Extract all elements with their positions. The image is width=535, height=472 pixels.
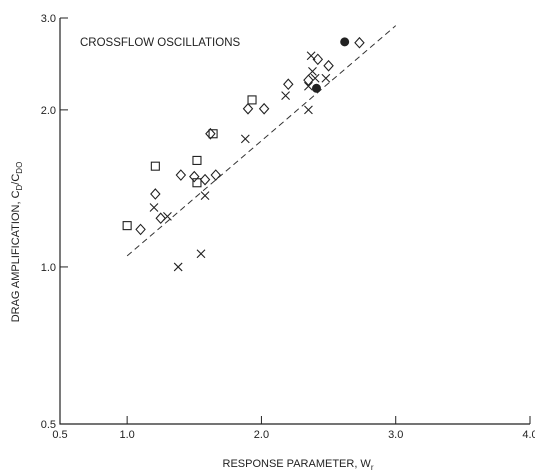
x-tick-label: 0.5 bbox=[52, 429, 67, 441]
x-tick-label: 4.0 bbox=[522, 429, 535, 441]
data-point-square bbox=[208, 129, 218, 139]
data-point-diamond bbox=[155, 212, 166, 225]
y-tick-label: 1.0 bbox=[41, 262, 56, 274]
chart-fit-line-group bbox=[126, 25, 397, 257]
data-point-diamond bbox=[199, 173, 211, 186]
data-point-diamond bbox=[189, 170, 200, 183]
data-point-diamond bbox=[312, 53, 324, 66]
y-tick-label: 2.0 bbox=[41, 105, 56, 117]
data-point-square bbox=[192, 155, 202, 165]
chart-annotation: CROSSFLOW OSCILLATIONS bbox=[80, 37, 241, 49]
chart-ticks: 0.5 1.0 2.0 3.0 4.0 0.5 1.0 2.0 3.0 bbox=[41, 13, 535, 441]
data-point-cross bbox=[308, 67, 317, 76]
data-point-diamond bbox=[150, 188, 161, 200]
data-point-diamond bbox=[283, 78, 294, 91]
y-axis-label: DRAG AMPLIFICATION, CD/CDO bbox=[10, 162, 24, 323]
data-point-square bbox=[122, 221, 132, 231]
axis-frame bbox=[59, 18, 530, 425]
data-point-cross bbox=[281, 91, 290, 100]
data-point-diamond bbox=[258, 102, 270, 115]
data-point-cross bbox=[173, 262, 183, 272]
data-point-cross bbox=[306, 51, 316, 61]
data-point-diamond bbox=[210, 169, 222, 181]
data-point-filled-circle bbox=[311, 83, 321, 93]
data-point-cross bbox=[163, 211, 172, 221]
data-point-diamond bbox=[205, 127, 216, 140]
data-point-cross bbox=[310, 73, 320, 83]
data-point-square bbox=[150, 161, 160, 171]
data-point-diamond bbox=[242, 102, 254, 115]
x-axis-label: RESPONSE PARAMETER, Wr bbox=[223, 458, 374, 472]
chart-points bbox=[122, 36, 365, 272]
data-point-cross bbox=[304, 81, 313, 91]
chart-axes bbox=[59, 18, 530, 425]
data-point-cross bbox=[200, 191, 210, 200]
data-point-diamond bbox=[303, 74, 314, 87]
data-point-cross bbox=[321, 73, 331, 83]
data-point-diamond bbox=[135, 223, 146, 236]
fit-line bbox=[126, 25, 397, 257]
data-point-cross bbox=[149, 203, 159, 212]
x-tick-label: 2.0 bbox=[254, 429, 269, 441]
data-point-cross bbox=[240, 134, 250, 144]
data-point-cross bbox=[196, 249, 206, 259]
data-point-square bbox=[192, 178, 202, 188]
data-point-cross bbox=[304, 105, 313, 115]
y-tick-label: 3.0 bbox=[41, 13, 56, 25]
data-point-diamond bbox=[323, 59, 334, 72]
data-point-square bbox=[247, 95, 257, 105]
data-point-diamond bbox=[175, 169, 187, 181]
x-tick-label: 3.0 bbox=[388, 429, 403, 441]
data-point-diamond bbox=[354, 36, 365, 49]
y-tick-label: 0.5 bbox=[41, 419, 56, 431]
data-point-filled-circle bbox=[340, 37, 350, 47]
x-tick-label: 1.0 bbox=[119, 429, 134, 441]
